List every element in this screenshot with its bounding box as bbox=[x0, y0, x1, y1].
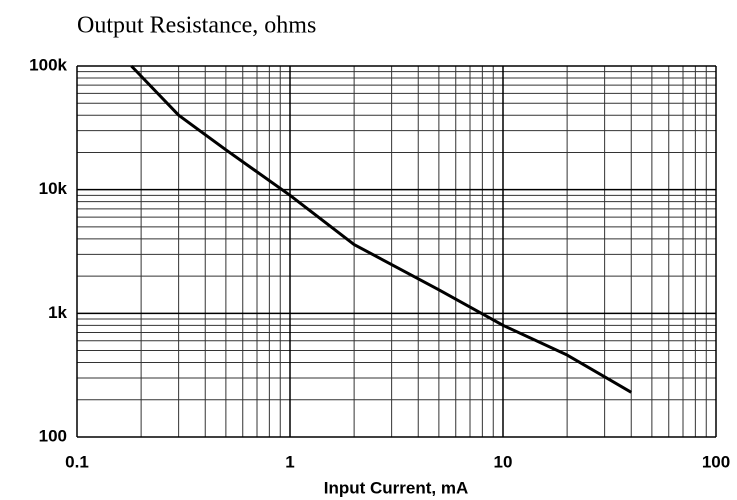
line bbox=[130, 64, 632, 394]
x-tick-label: 10 bbox=[494, 452, 513, 471]
x-tick-label: 100 bbox=[702, 452, 730, 471]
x-axis-label: Input Current, mA bbox=[324, 478, 469, 497]
y-tick-label: 10k bbox=[39, 179, 68, 198]
chart-title: Output Resistance, ohms bbox=[77, 13, 316, 39]
x-tick-label: 0.1 bbox=[65, 452, 89, 471]
y-tick-label: 100k bbox=[29, 55, 67, 74]
x-tick-label: 1 bbox=[285, 452, 294, 471]
y-tick-label: 100 bbox=[39, 426, 67, 445]
y-tick-label: 1k bbox=[48, 303, 67, 322]
